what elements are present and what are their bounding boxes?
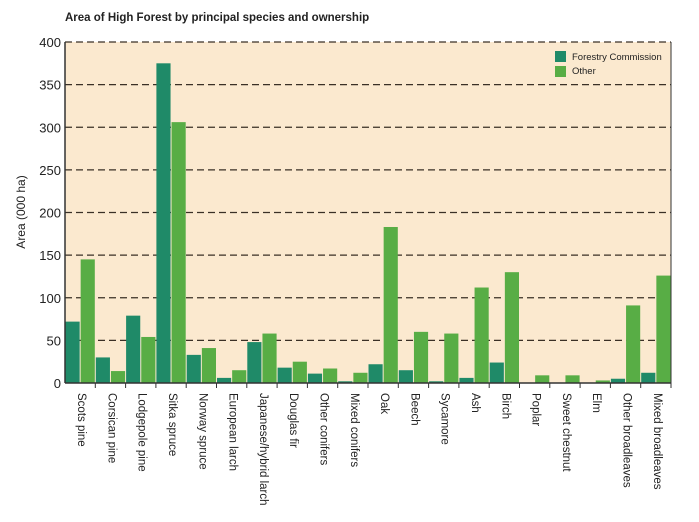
x-tick-label: Elm (590, 393, 602, 413)
bar-forestry-commission (186, 354, 201, 383)
x-tick-label: Sycamore (439, 393, 451, 445)
bar-forestry-commission (641, 372, 656, 383)
bar-forestry-commission (429, 381, 444, 383)
bar-forestry-commission (95, 357, 110, 383)
bar-other (201, 348, 216, 383)
legend: Forestry Commission Other (555, 51, 662, 77)
bar-other (656, 275, 671, 383)
bar-other (292, 361, 307, 383)
x-tick-label: Douglas fir (287, 393, 299, 448)
x-tick-label: Beech (408, 393, 420, 426)
x-tick-label: Corsican pine (105, 393, 117, 463)
y-tick-label: 300 (39, 120, 61, 135)
bar-other (141, 336, 156, 383)
bar-other (565, 375, 580, 383)
x-tick-label: Sitka spruce (166, 393, 178, 456)
x-tick-label: Sweet chestnut (560, 393, 572, 472)
y-tick-label: 250 (39, 163, 61, 178)
chart-title: Area of High Forest by principal species… (65, 12, 369, 24)
bar-other (535, 375, 550, 383)
bar-forestry-commission (277, 367, 292, 383)
bar-forestry-commission (398, 370, 413, 383)
y-tick-label: 150 (39, 248, 61, 263)
bar-forestry-commission (156, 63, 171, 383)
legend-swatch-other (555, 66, 566, 77)
x-tick-label: Other broadleaves (620, 393, 632, 488)
bar-other (353, 372, 368, 383)
bar-forestry-commission (307, 373, 323, 383)
x-tick-label: Scots pine (75, 393, 87, 447)
y-tick-label: 200 (39, 206, 61, 221)
x-tick-label: Oak (378, 393, 390, 414)
bar-forestry-commission (217, 377, 232, 383)
bar-other (504, 272, 519, 383)
bar-forestry-commission (368, 364, 383, 383)
legend-label-forestry-commission: Forestry Commission (572, 52, 662, 63)
y-tick-label: 400 (39, 35, 61, 50)
bar-forestry-commission (459, 377, 474, 383)
x-tick-label: Birch (499, 393, 511, 419)
x-tick-label: European larch (227, 393, 239, 471)
bar-other (383, 226, 398, 383)
y-tick-label: 350 (39, 78, 61, 93)
x-tick-label: Other conifers (317, 393, 329, 465)
y-axis-label: Area (000 ha) (14, 175, 28, 248)
x-tick-label: Mixed broadleaves (651, 393, 663, 490)
x-tick-label: Mixed conifers (348, 393, 360, 467)
x-tick-label: Norway spruce (196, 393, 208, 470)
x-tick-label: Ash (469, 393, 481, 413)
y-tick-label: 0 (54, 376, 61, 391)
bar-other (232, 370, 247, 383)
bar-other (80, 259, 95, 383)
y-tick-label: 100 (39, 291, 61, 306)
bar-other (444, 333, 459, 383)
bar-forestry-commission (65, 321, 80, 383)
legend-label-other: Other (572, 66, 596, 77)
bar-forestry-commission (247, 342, 262, 383)
bar-other (110, 371, 126, 383)
y-tick-label: 50 (47, 333, 61, 348)
bar-other (262, 333, 277, 383)
bar-forestry-commission (610, 378, 626, 383)
bar-forestry-commission (338, 381, 353, 383)
bar-other (595, 380, 610, 383)
x-tick-label: Poplar (530, 393, 542, 426)
bar-forestry-commission (489, 362, 504, 383)
legend-swatch-forestry-commission (555, 51, 566, 62)
bar-forestry-commission (126, 315, 141, 383)
bar-other (323, 368, 338, 383)
bar-other (413, 331, 429, 383)
bar-other (171, 122, 186, 383)
x-tick-label: Lodgepole pine (136, 393, 148, 472)
bar-other (626, 305, 641, 383)
bar-other (474, 287, 489, 383)
x-tick-label: Japanese/hybrid larch (257, 393, 269, 506)
